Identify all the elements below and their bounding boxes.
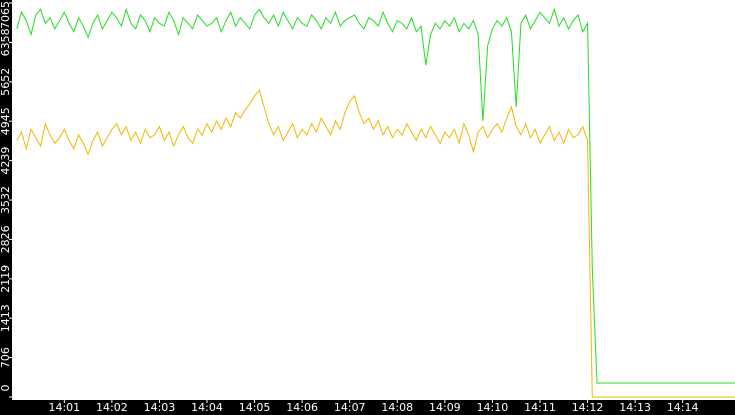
x-tick-label: 14:02 (96, 401, 128, 414)
y-tick-label: 4945 (0, 107, 12, 135)
x-axis-strip (0, 400, 735, 415)
x-tick-label: 14:11 (524, 401, 556, 414)
y-tick-label: 2826 (0, 225, 12, 253)
y-tick-label: 5652 (0, 68, 12, 96)
y-tick-label: 4239 (0, 147, 12, 175)
y-tick-label: 1413 (0, 304, 12, 332)
series-line (16, 89, 735, 398)
x-tick-label: 14:08 (381, 401, 413, 414)
y-tick-label: 6358 (0, 28, 12, 56)
x-tick-label: 14:06 (286, 401, 318, 414)
x-tick-label: 14:10 (477, 401, 509, 414)
x-tick-label: 14:14 (667, 401, 699, 414)
x-tick-label: 14:12 (572, 401, 604, 414)
x-tick-label: 14:13 (619, 401, 651, 414)
y-tick-label: 706 (0, 347, 12, 368)
x-tick-label: 14:09 (429, 401, 461, 414)
y-axis-strip (0, 0, 12, 415)
x-tick-label: 14:03 (144, 401, 176, 414)
x-tick-label: 14:01 (48, 401, 80, 414)
y-tick-label: 3532 (0, 186, 12, 214)
y-tick-label: 0 (0, 385, 12, 392)
x-tick-label: 14:05 (239, 401, 271, 414)
x-tick-label: 14:07 (334, 401, 366, 414)
y-tick-label: 7065 (0, 1, 12, 29)
series-line (16, 7, 735, 384)
y-tick-label: 2119 (0, 265, 12, 293)
x-tick-label: 14:04 (191, 401, 223, 414)
